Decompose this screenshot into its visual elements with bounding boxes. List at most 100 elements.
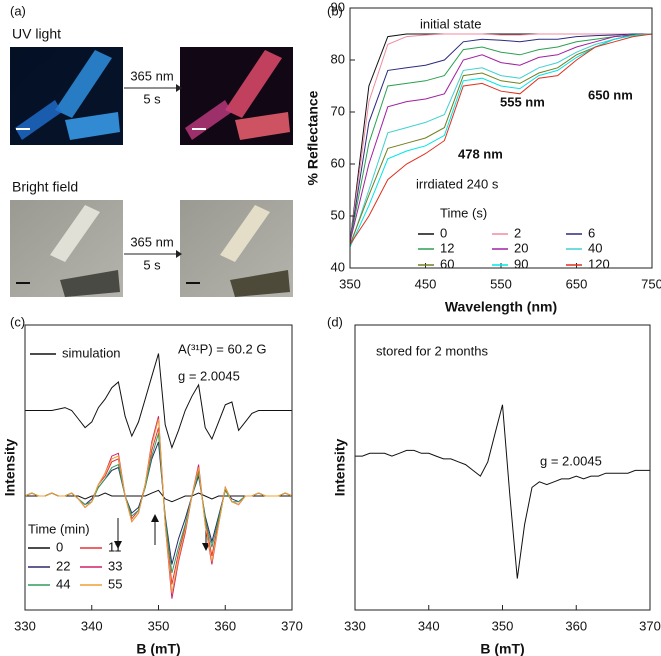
y-axis-title: % Reflectance [305, 90, 321, 185]
series-line [24, 441, 293, 565]
panel-label: (c) [10, 314, 25, 329]
annotation: g = 2.0045 [540, 453, 602, 468]
y-tick-label: 70 [331, 103, 345, 118]
panel-c-arrows [114, 514, 210, 551]
legend-label: 40 [588, 240, 602, 255]
series-line [349, 33, 653, 245]
legend-label: 44 [56, 576, 70, 591]
x-tick-label: 360 [565, 618, 587, 633]
legend-title: Time (min) [28, 521, 90, 536]
panel-label: (a) [10, 3, 26, 18]
legend-label: 12 [440, 240, 454, 255]
arrow-head [176, 250, 182, 258]
x-axis-title: B (mT) [480, 641, 524, 656]
x-axis-title: B (mT) [136, 641, 180, 656]
x-tick-label: 330 [14, 618, 36, 633]
plot-frame [354, 324, 651, 611]
crystal [220, 205, 270, 262]
legend-label: 0 [440, 225, 447, 240]
legend-label: 90 [514, 256, 528, 271]
legend-label: 11 [108, 539, 122, 554]
y-tick-label: 40 [331, 259, 345, 274]
legend-label: 2 [514, 225, 521, 240]
y-axis-title: Intensity [332, 439, 348, 497]
arrow-head [151, 514, 159, 522]
legend-label: simulation [62, 345, 121, 360]
series-line [349, 33, 653, 248]
legend-label: 120 [588, 256, 610, 271]
x-tick-label: 350 [148, 618, 170, 633]
x-tick-label: 350 [492, 618, 514, 633]
annotation: 650 nm [588, 87, 633, 102]
y-tick-label: 90 [331, 0, 345, 14]
series-line [355, 404, 650, 579]
scale-bar [16, 282, 30, 284]
legend-label: 55 [108, 576, 122, 591]
arrow-label: 5 s [143, 257, 161, 272]
arrow-head [114, 541, 122, 549]
x-tick-label: 750 [641, 276, 661, 291]
scale-bar [186, 282, 200, 284]
panel-label: (b) [327, 3, 343, 18]
annotation: 478 nm [458, 146, 503, 161]
x-tick-label: 330 [344, 618, 366, 633]
arrow-label: 5 s [143, 91, 161, 106]
annotation: g = 2.0045 [178, 368, 240, 383]
x-tick-label: 550 [490, 276, 512, 291]
legend-label: 60 [440, 256, 454, 271]
arrow-label: 365 nm [130, 68, 173, 83]
y-tick-label: 80 [331, 51, 345, 66]
annotation: A(³¹P) = 60.2 G [178, 341, 267, 356]
x-tick-label: 360 [214, 618, 236, 633]
crystal [65, 112, 120, 140]
legend-label: 0 [56, 539, 63, 554]
legend-label: 20 [514, 240, 528, 255]
annotation: 555 nm [500, 94, 545, 109]
panel-label: (d) [327, 314, 343, 329]
x-tick-label: 450 [415, 276, 437, 291]
series-line [349, 33, 653, 248]
x-tick-label: 340 [81, 618, 103, 633]
series-line [25, 353, 292, 450]
crystal [60, 270, 120, 297]
crystal [50, 205, 100, 262]
crystal [225, 50, 282, 118]
arrow-label: 365 nm [130, 234, 173, 249]
legend-label: 22 [56, 558, 70, 573]
y-axis-title: Intensity [2, 439, 18, 497]
series-line [349, 33, 653, 243]
crystal [230, 270, 290, 297]
series-line [24, 418, 293, 593]
series-line [349, 33, 653, 245]
annotation: stored for 2 months [376, 343, 488, 358]
legend-label: 33 [108, 558, 122, 573]
x-tick-label: 370 [639, 618, 661, 633]
annotation: initial state [420, 16, 481, 31]
series-line [349, 33, 652, 243]
annotation: irrdiated 240 s [416, 176, 499, 191]
scale-bar [192, 128, 206, 130]
panel-a: (a) UV light 365 nm 5 s Bright field 365… [10, 3, 293, 297]
photo-caption: UV light [12, 26, 61, 42]
x-axis-title: Wavelength (nm) [445, 299, 557, 315]
arrow-head [202, 543, 210, 551]
y-tick-label: 60 [331, 155, 345, 170]
series-line [349, 33, 652, 243]
x-tick-label: 350 [339, 276, 361, 291]
legend-label: 6 [588, 225, 595, 240]
series-line [24, 433, 293, 574]
crystal [55, 50, 112, 118]
plot-frame [349, 7, 653, 269]
y-tick-label: 50 [331, 207, 345, 222]
legend-title: Time (s) [440, 205, 487, 220]
x-tick-label: 340 [418, 618, 440, 633]
x-tick-label: 650 [566, 276, 588, 291]
photo-caption: Bright field [12, 179, 78, 195]
arrow-head [176, 84, 182, 92]
scale-bar [16, 128, 30, 130]
series-line [349, 33, 652, 243]
series-line [349, 33, 653, 243]
crystal [235, 112, 290, 140]
x-tick-label: 370 [281, 618, 303, 633]
